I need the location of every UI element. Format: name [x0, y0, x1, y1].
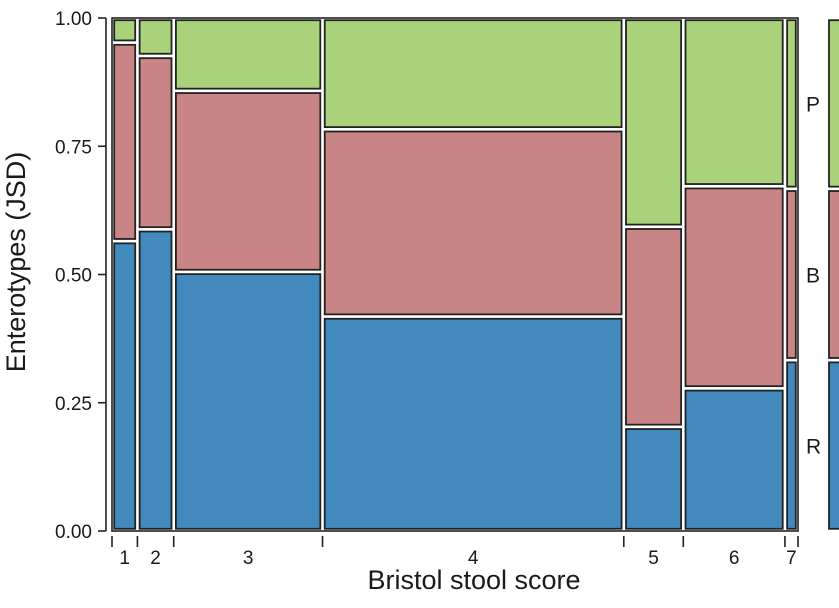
y-tick-label-0.25: 0.25	[55, 394, 92, 415]
tile-2-P	[138, 19, 173, 55]
tile-1-B	[113, 43, 137, 240]
legend: R B P	[806, 19, 839, 530]
legend-label-P: P	[806, 93, 820, 116]
tile-6-B	[684, 187, 784, 388]
tile-5-B	[625, 228, 683, 426]
legend-swatch-B	[828, 190, 839, 359]
legend-swatch-P	[828, 19, 839, 188]
tile-4-P	[323, 19, 623, 129]
x-tick-label-2: 2	[150, 548, 161, 569]
x-tick-label-6: 6	[729, 548, 740, 569]
tile-1-R	[113, 242, 137, 530]
legend-swatch-R	[828, 361, 839, 530]
tile-1-P	[113, 19, 137, 42]
mosaic-tiles	[113, 19, 797, 530]
tile-6-P	[684, 19, 784, 185]
tile-3-B	[174, 92, 322, 271]
x-tick-label-5: 5	[648, 548, 659, 569]
y-axis: 0.00 0.25 0.50 0.75 1.00	[55, 9, 107, 543]
tile-3-R	[174, 273, 322, 530]
tile-6-R	[684, 389, 784, 530]
x-tick-label-3: 3	[243, 548, 254, 569]
y-tick-label-1.00: 1.00	[55, 9, 92, 30]
tile-5-R	[625, 428, 683, 530]
tile-7-R	[786, 361, 797, 530]
tile-3-P	[174, 19, 322, 90]
y-tick-label-0.50: 0.50	[55, 266, 92, 287]
legend-label-B: B	[806, 265, 820, 288]
x-axis-title: Bristol stool score	[367, 565, 580, 595]
tile-2-B	[138, 57, 173, 229]
x-tick-label-1: 1	[119, 548, 130, 569]
tile-5-P	[625, 19, 683, 226]
y-axis-title: Enterotypes (JSD)	[1, 152, 31, 373]
tile-7-B	[786, 190, 797, 359]
tile-4-R	[323, 317, 623, 530]
y-tick-label-0.00: 0.00	[55, 522, 92, 543]
y-tick-label-0.75: 0.75	[55, 137, 92, 158]
tile-7-P	[786, 19, 797, 188]
tile-4-B	[323, 130, 623, 316]
x-tick-label-7: 7	[786, 548, 797, 569]
x-tick-label-4: 4	[468, 548, 479, 569]
legend-label-R: R	[806, 436, 821, 459]
tile-2-R	[138, 230, 173, 530]
